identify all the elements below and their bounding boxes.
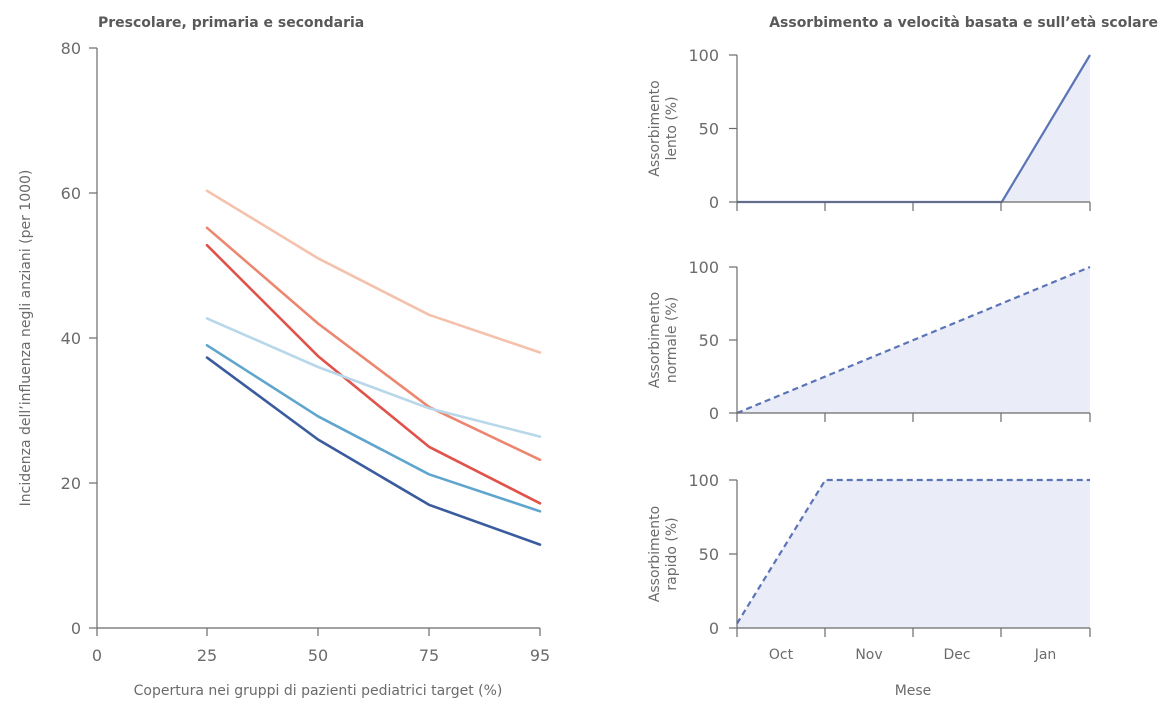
uptake-y-tick-label: 100 — [688, 46, 719, 65]
uptake-panel-2: 0 50 100 Assorbimentonormale (%) — [647, 258, 1091, 423]
month-label: Jan — [1034, 647, 1057, 663]
uptake-y-axis-label-line: Assorbimento — [647, 506, 663, 602]
series-line-6 — [205, 356, 542, 546]
month-label: Nov — [855, 647, 882, 663]
right-chart-title: Assorbimento a velocità basata e sull’et… — [769, 15, 1158, 31]
uptake-area — [737, 480, 1090, 628]
right-x-axis-label: Mese — [895, 683, 932, 699]
uptake-y-axis-label: Assorbimentolento (%) — [647, 80, 680, 176]
uptake-area — [737, 55, 1090, 202]
uptake-y-tick-label: 0 — [709, 193, 719, 212]
left-chart: Prescolare, primaria e secondaria Incide… — [18, 15, 550, 699]
left-y-tick-label: 80 — [61, 39, 81, 58]
series-line-1 — [205, 189, 542, 354]
month-label: Oct — [769, 647, 794, 663]
left-y-tick-label: 0 — [71, 619, 81, 638]
uptake-y-axis-label-line: Assorbimento — [647, 80, 663, 176]
left-x-axis-label: Copertura nei gruppi di pazienti pediatr… — [134, 683, 503, 699]
series-line-5 — [205, 344, 542, 513]
left-y-tick-label: 60 — [61, 184, 81, 203]
left-series-group — [205, 189, 542, 546]
uptake-y-axis-label: Assorbimentorapido (%) — [647, 506, 680, 602]
uptake-line — [736, 478, 1090, 625]
left-x-tick-label: 25 — [197, 646, 217, 665]
right-chart: Assorbimento a velocità basata e sull’et… — [647, 15, 1158, 699]
uptake-panel-1: 0 50 100 Assorbimentolento (%) — [647, 46, 1091, 212]
uptake-y-tick-label: 50 — [699, 120, 719, 139]
uptake-y-tick-label: 50 — [699, 545, 719, 564]
left-y-axis-label: Incidenza dell’influenza negli anziani (… — [18, 170, 34, 507]
uptake-panel-3: 0 50 100 Assorbimentorapido (%) — [647, 471, 1091, 638]
left-y-tick-label: 20 — [61, 474, 81, 493]
series-line-4 — [205, 317, 542, 438]
uptake-y-axis-label: Assorbimentonormale (%) — [647, 292, 680, 388]
uptake-y-tick-label: 0 — [709, 619, 719, 638]
left-x-tick-label: 95 — [530, 646, 550, 665]
left-axes: 0 20 40 60 80 0 25 50 75 95 — [61, 39, 551, 665]
uptake-y-tick-label: 50 — [699, 331, 719, 350]
uptake-y-tick-label: 100 — [688, 471, 719, 490]
uptake-y-axis-label-line: lento (%) — [664, 96, 680, 160]
left-x-tick-label: 50 — [308, 646, 328, 665]
left-x-tick-label: 75 — [419, 646, 439, 665]
series-line-3 — [205, 243, 542, 505]
uptake-y-axis-label-line: Assorbimento — [647, 292, 663, 388]
uptake-y-axis-label-line: normale (%) — [664, 297, 680, 383]
series-line-2 — [205, 226, 542, 462]
uptake-y-axis-label-line: rapido (%) — [664, 517, 680, 590]
uptake-line — [736, 265, 1091, 415]
uptake-y-tick-label: 100 — [688, 258, 719, 277]
month-label: Dec — [943, 647, 970, 663]
left-x-tick-label: 0 — [92, 646, 102, 665]
left-y-tick-label: 40 — [61, 329, 81, 348]
uptake-y-tick-label: 0 — [709, 404, 719, 423]
left-chart-title: Prescolare, primaria e secondaria — [98, 15, 364, 31]
